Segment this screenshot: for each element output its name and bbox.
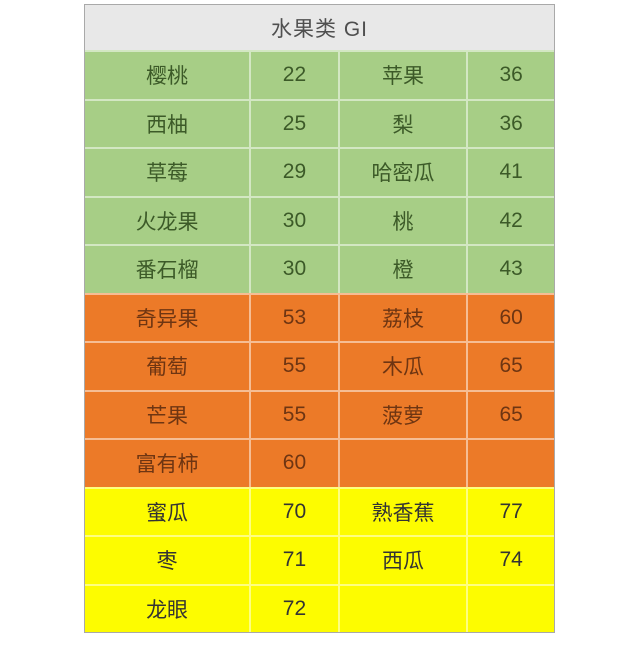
fruit-name-cell: 菠萝 <box>337 391 467 438</box>
table-row: 富有柿 60 <box>85 438 554 487</box>
gi-value-cell: 60 <box>249 440 338 487</box>
fruit-name-cell: 火龙果 <box>135 210 199 234</box>
gi-value-cell: 72 <box>249 585 338 632</box>
fruit-name-cell: 奇异果 <box>135 307 199 331</box>
gi-value-cell: 55 <box>249 343 338 390</box>
fruit-name-cell: 荔枝 <box>337 294 467 341</box>
fruit-name-cell: 哈密瓜 <box>337 149 467 196</box>
fruit-name-cell: 西柚 <box>146 113 189 137</box>
fruit-name-cell: 龙眼 <box>146 598 189 622</box>
fruit-name-cell: 蜜瓜 <box>146 501 189 525</box>
gi-value-cell: 43 <box>466 246 554 293</box>
fruit-name-cell: 苹果 <box>337 52 467 99</box>
table-row: 火龙果 30 桃 42 <box>85 195 554 244</box>
table-row: 葡萄 55 木瓜 65 <box>85 341 554 390</box>
table-title: 水果类 GI <box>85 5 554 50</box>
fruit-name-cell: 橙 <box>337 246 467 293</box>
gi-value-cell: 77 <box>466 488 554 535</box>
fruit-name-cell: 桃 <box>337 197 467 244</box>
gi-value-cell: 70 <box>249 488 338 535</box>
fruit-name-cell: 樱桃 <box>146 65 189 89</box>
gi-value-cell: 60 <box>466 294 554 341</box>
gi-value-cell: 71 <box>249 537 338 584</box>
fruit-gi-table: 水果类 GI 樱桃 22 苹果 36 西柚 25 梨 36 草莓 29 哈密瓜 41 火龙果 30 桃 42 番… <box>84 4 555 633</box>
fruit-name-cell: 木瓜 <box>337 343 467 390</box>
fruit-name-cell: 富有柿 <box>135 453 199 477</box>
gi-value-cell: 41 <box>466 149 554 196</box>
fruit-name-cell: 葡萄 <box>146 356 189 380</box>
table-row: 番石榴 30 橙 43 <box>85 244 554 293</box>
gi-value-cell: 30 <box>249 197 338 244</box>
gi-value-cell: 25 <box>249 100 338 147</box>
fruit-name-cell <box>337 440 467 487</box>
gi-value-cell: 55 <box>249 391 338 438</box>
gi-value-cell <box>466 440 554 487</box>
table-row: 樱桃 22 苹果 36 <box>85 50 554 99</box>
gi-value-cell: 30 <box>249 246 338 293</box>
fruit-name-cell: 草莓 <box>146 162 189 186</box>
gi-value-cell: 36 <box>466 52 554 99</box>
gi-value-cell <box>466 585 554 632</box>
fruit-name-cell: 西瓜 <box>337 537 467 584</box>
fruit-name-cell: 梨 <box>337 100 467 147</box>
gi-value-cell: 22 <box>249 52 338 99</box>
fruit-name-cell <box>337 585 467 632</box>
gi-value-cell: 65 <box>466 343 554 390</box>
fruit-name-cell: 枣 <box>156 550 178 574</box>
fruit-name-cell: 芒果 <box>146 404 189 428</box>
table-row: 草莓 29 哈密瓜 41 <box>85 147 554 196</box>
fruit-name-cell: 番石榴 <box>135 259 199 283</box>
gi-value-cell: 74 <box>466 537 554 584</box>
gi-value-cell: 65 <box>466 391 554 438</box>
gi-value-cell: 36 <box>466 100 554 147</box>
table-row: 龙眼 72 <box>85 583 554 632</box>
table-body: 樱桃 22 苹果 36 西柚 25 梨 36 草莓 29 哈密瓜 41 火龙果 30 桃 42 番石榴 30 橙 43… <box>85 50 554 632</box>
table-row: 蜜瓜 70 熟香蕉 77 <box>85 486 554 535</box>
table-row: 奇异果 53 荔枝 60 <box>85 292 554 341</box>
gi-value-cell: 29 <box>249 149 338 196</box>
gi-value-cell: 53 <box>249 294 338 341</box>
gi-value-cell: 42 <box>466 197 554 244</box>
table-row: 西柚 25 梨 36 <box>85 98 554 147</box>
table-row: 枣 71 西瓜 74 <box>85 535 554 584</box>
fruit-name-cell: 熟香蕉 <box>337 488 467 535</box>
table-row: 芒果 55 菠萝 65 <box>85 389 554 438</box>
